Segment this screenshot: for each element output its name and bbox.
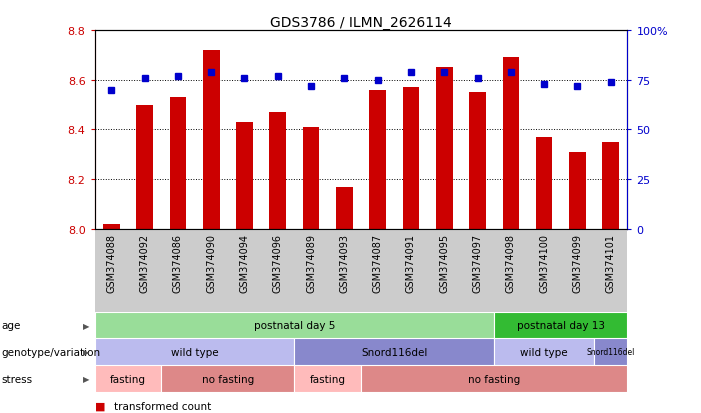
Bar — [203, 51, 219, 229]
Text: no fasting: no fasting — [202, 374, 254, 384]
Bar — [536, 138, 552, 229]
Text: GSM374097: GSM374097 — [472, 233, 482, 292]
Text: GSM374087: GSM374087 — [373, 233, 383, 292]
Text: Snord116del: Snord116del — [361, 347, 428, 357]
Text: fasting: fasting — [310, 374, 346, 384]
Text: GSM374098: GSM374098 — [506, 233, 516, 292]
Text: genotype/variation: genotype/variation — [1, 347, 100, 357]
Bar — [95, 312, 494, 339]
Text: GSM374099: GSM374099 — [573, 233, 583, 292]
Text: wild type: wild type — [171, 347, 218, 357]
Text: GSM374094: GSM374094 — [240, 233, 250, 292]
Text: GSM374092: GSM374092 — [139, 233, 149, 292]
Bar — [236, 123, 253, 229]
Bar — [369, 90, 386, 229]
Bar — [336, 187, 353, 229]
Text: no fasting: no fasting — [468, 374, 520, 384]
Text: GSM374090: GSM374090 — [206, 233, 216, 292]
Bar — [95, 339, 294, 366]
Bar — [95, 366, 161, 392]
Text: postnatal day 5: postnatal day 5 — [254, 320, 335, 330]
Bar — [494, 339, 594, 366]
Text: GSM374089: GSM374089 — [306, 233, 316, 292]
Text: GSM374101: GSM374101 — [606, 233, 615, 292]
Text: postnatal day 13: postnatal day 13 — [517, 320, 605, 330]
Text: ▶: ▶ — [83, 375, 90, 383]
Bar — [170, 98, 186, 229]
Bar — [294, 366, 361, 392]
Bar — [136, 105, 153, 229]
Bar — [303, 128, 320, 229]
Text: GSM374100: GSM374100 — [539, 233, 549, 292]
Text: transformed count: transformed count — [114, 401, 212, 411]
Bar — [569, 152, 586, 229]
Text: GSM374096: GSM374096 — [273, 233, 283, 292]
Text: GSM374088: GSM374088 — [107, 233, 116, 292]
Text: ▶: ▶ — [83, 321, 90, 330]
Text: GSM374091: GSM374091 — [406, 233, 416, 292]
Text: GSM374095: GSM374095 — [440, 233, 449, 292]
Bar — [436, 68, 453, 229]
Text: GSM374086: GSM374086 — [173, 233, 183, 292]
Bar — [503, 58, 519, 229]
Bar — [103, 224, 120, 229]
Bar — [469, 93, 486, 229]
Bar — [161, 366, 294, 392]
Text: stress: stress — [1, 374, 32, 384]
Bar — [294, 339, 494, 366]
Text: GSM374093: GSM374093 — [339, 233, 349, 292]
Bar — [602, 142, 619, 229]
Text: ▶: ▶ — [83, 348, 90, 356]
Text: wild type: wild type — [520, 347, 568, 357]
Bar — [594, 339, 627, 366]
Bar — [269, 113, 286, 229]
Text: fasting: fasting — [110, 374, 146, 384]
Text: age: age — [1, 320, 21, 330]
Bar — [494, 312, 627, 339]
Text: Snord116del: Snord116del — [587, 348, 635, 356]
Title: GDS3786 / ILMN_2626114: GDS3786 / ILMN_2626114 — [270, 16, 452, 30]
Text: ■: ■ — [95, 401, 105, 411]
Bar — [361, 366, 627, 392]
Bar — [402, 88, 419, 229]
